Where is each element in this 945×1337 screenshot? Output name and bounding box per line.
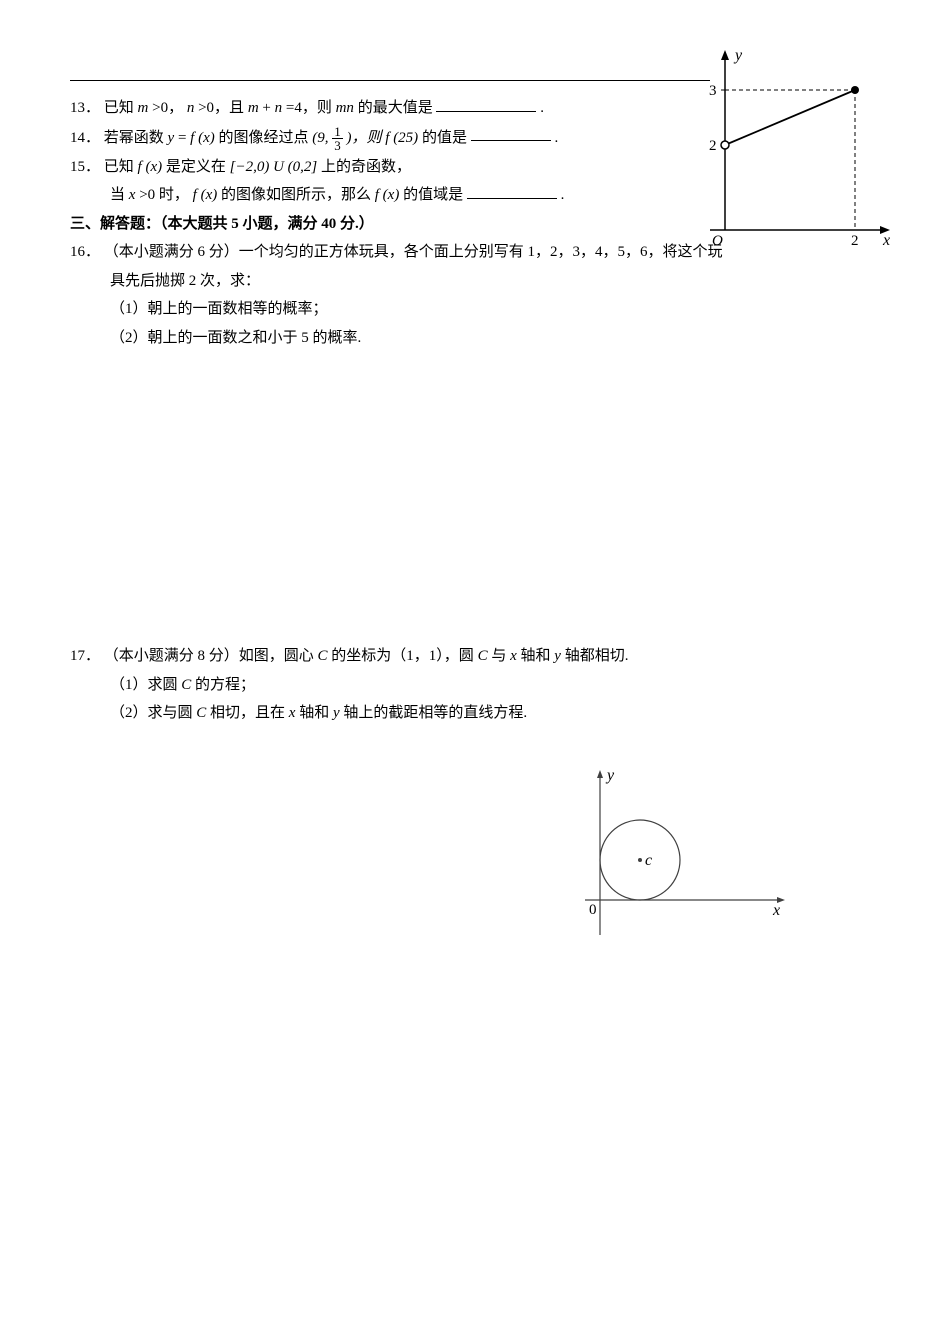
q17-sub1-a: （1）求圆 bbox=[110, 677, 181, 693]
q14-text-c: 的值是 bbox=[422, 129, 467, 145]
fig1-y-label: y bbox=[733, 47, 743, 64]
q15-f: f bbox=[138, 159, 142, 175]
fig1-x-label: x bbox=[882, 232, 890, 245]
q17-c2: C bbox=[478, 648, 488, 664]
q15-xvar: x bbox=[129, 187, 136, 203]
q17-text-c: 与 bbox=[491, 648, 510, 664]
fig1-tick-2y: 2 bbox=[709, 138, 717, 154]
q14-eq: = bbox=[178, 129, 186, 145]
figure-q15-graph: y x O 2 3 2 bbox=[695, 45, 895, 245]
q13-m2: m bbox=[248, 100, 259, 116]
q17-number: 17． bbox=[70, 648, 100, 664]
q14-pta: (9, bbox=[312, 129, 328, 145]
q15-blank bbox=[467, 184, 557, 199]
q14-y: y bbox=[168, 129, 175, 145]
q15-x2: (x) bbox=[201, 187, 218, 203]
q16-number: 16． bbox=[70, 244, 100, 260]
q17-yax2: y bbox=[333, 705, 340, 721]
q17-sub2-b: 相切，且在 bbox=[210, 705, 289, 721]
question-16-line2: 具先后抛掷 2 次，求： bbox=[70, 269, 875, 295]
q14-blank bbox=[471, 126, 551, 141]
q13-text-b: 的最大值是 bbox=[358, 100, 433, 116]
q17-yax: y bbox=[554, 648, 561, 664]
q15-line2-c: 的值域是 bbox=[403, 187, 463, 203]
q17-sub2-d: 轴上的截距相等的直线方程. bbox=[343, 705, 527, 721]
q13-m: m bbox=[138, 100, 149, 116]
fig2-x-label: x bbox=[772, 902, 780, 919]
q13-plus: + bbox=[262, 100, 270, 116]
q14-ptb: )，则 bbox=[347, 129, 386, 145]
fig1-tick-3y: 3 bbox=[709, 83, 717, 99]
q13-text-a: 已知 bbox=[104, 100, 138, 116]
q17-text-e: 轴都相切. bbox=[565, 648, 629, 664]
q14-number: 14． bbox=[70, 129, 100, 145]
top-rule bbox=[70, 80, 710, 81]
q15-f3: f bbox=[375, 187, 379, 203]
q17-c4: C bbox=[196, 705, 206, 721]
fig2-c-label: c bbox=[645, 852, 652, 869]
question-17-sub1: （1）求圆 C 的方程； bbox=[70, 673, 875, 699]
q17-sub1-b: 的方程； bbox=[195, 677, 255, 693]
question-17-line1: 17． （本小题满分 8 分）如图，圆心 C 的坐标为（1，1），圆 C 与 x… bbox=[70, 644, 875, 670]
q13-eq4: =4，则 bbox=[286, 100, 336, 116]
spacer-1 bbox=[70, 354, 875, 644]
q13-period: . bbox=[540, 100, 544, 116]
question-17-sub2: （2）求与圆 C 相切，且在 x 轴和 y 轴上的截距相等的直线方程. bbox=[70, 701, 875, 727]
fig2-y-label: y bbox=[605, 767, 615, 784]
q14-x: (x) bbox=[198, 129, 215, 145]
q15-x3: (x) bbox=[383, 187, 400, 203]
q13-n: n bbox=[187, 100, 195, 116]
q17-c1: C bbox=[318, 648, 328, 664]
q17-text-a: （本小题满分 8 分）如图，圆心 bbox=[104, 648, 318, 664]
q13-gt0b: >0，且 bbox=[198, 100, 248, 116]
q15-interval: [−2,0) U (0,2] bbox=[230, 159, 318, 175]
q15-number: 15． bbox=[70, 159, 100, 175]
q15-line2-a: 当 bbox=[110, 187, 129, 203]
q13-gt0a: >0， bbox=[152, 100, 183, 116]
q15-line2-b: 的图像如图所示，那么 bbox=[221, 187, 375, 203]
q17-xax2: x bbox=[289, 705, 296, 721]
q15-x: (x) bbox=[145, 159, 162, 175]
q15-text-a: 已知 bbox=[104, 159, 138, 175]
q14-frac-num: 1 bbox=[332, 125, 343, 139]
q13-mn: mn bbox=[336, 100, 354, 116]
q14-x25: (25) bbox=[393, 129, 418, 145]
q15-f2: f bbox=[193, 187, 197, 203]
fig1-tick-2x: 2 bbox=[851, 233, 859, 245]
q14-period: . bbox=[554, 129, 558, 145]
q15-gt0: >0 时， bbox=[139, 187, 189, 203]
fig1-origin: O bbox=[712, 233, 723, 245]
q17-text-d: 轴和 bbox=[521, 648, 555, 664]
q17-sub2-a: （2）求与圆 bbox=[110, 705, 196, 721]
q13-n2: n bbox=[275, 100, 283, 116]
q14-f2: f bbox=[385, 129, 389, 145]
figure-q17-circle: y x 0 c bbox=[500, 765, 790, 940]
q13-number: 13． bbox=[70, 100, 100, 116]
q14-text-a: 若幂函数 bbox=[104, 129, 168, 145]
q17-c3: C bbox=[181, 677, 191, 693]
q14-frac-den: 3 bbox=[332, 139, 343, 152]
q15-text-c: 上的奇函数， bbox=[321, 159, 411, 175]
q16-text-a: （本小题满分 6 分）一个均匀的正方体玩具，各个面上分别写有 1，2，3，4，5… bbox=[104, 244, 723, 260]
q15-text-b: 是定义在 bbox=[166, 159, 230, 175]
q14-text-b: 的图像经过点 bbox=[219, 129, 313, 145]
q14-fraction: 1 3 bbox=[332, 125, 343, 152]
q17-sub2-c: 轴和 bbox=[299, 705, 333, 721]
question-16-sub2: （2）朝上的一面数之和小于 5 的概率. bbox=[70, 326, 875, 352]
q14-f: f bbox=[190, 129, 194, 145]
q13-blank bbox=[436, 97, 536, 112]
question-16-sub1: （1）朝上的一面数相等的概率； bbox=[70, 297, 875, 323]
q15-period: . bbox=[561, 187, 565, 203]
fig2-origin: 0 bbox=[589, 902, 597, 918]
q17-xax: x bbox=[510, 648, 517, 664]
q17-text-b: 的坐标为（1，1），圆 bbox=[331, 648, 477, 664]
